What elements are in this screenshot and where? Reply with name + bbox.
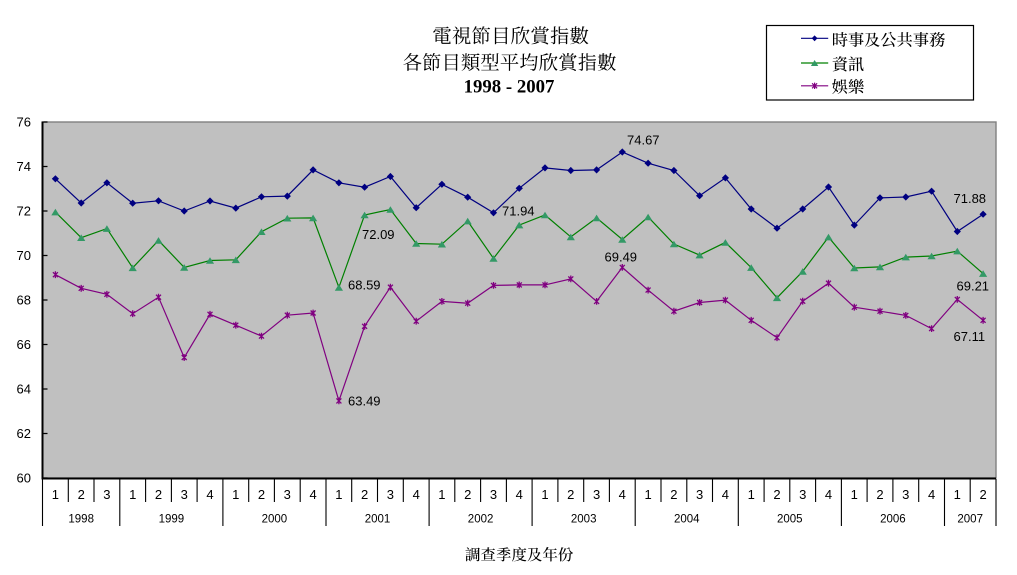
- svg-text:3: 3: [593, 487, 600, 502]
- svg-text:62: 62: [17, 426, 31, 441]
- svg-text:67.11: 67.11: [954, 329, 986, 344]
- svg-text:1: 1: [954, 487, 961, 502]
- svg-text:69.49: 69.49: [605, 250, 638, 265]
- svg-text:1: 1: [129, 487, 136, 502]
- svg-text:1999: 1999: [159, 514, 185, 526]
- svg-text:1: 1: [541, 487, 548, 502]
- svg-text:63.49: 63.49: [348, 394, 381, 409]
- svg-text:3: 3: [902, 487, 909, 502]
- svg-text:1: 1: [851, 487, 858, 502]
- svg-text:2: 2: [567, 487, 574, 502]
- svg-text:3: 3: [284, 487, 291, 502]
- svg-text:2: 2: [361, 487, 368, 502]
- svg-text:1998 - 2007: 1998 - 2007: [464, 76, 555, 97]
- svg-text:72.09: 72.09: [362, 227, 395, 242]
- svg-text:4: 4: [413, 487, 420, 502]
- svg-text:1: 1: [748, 487, 755, 502]
- svg-text:4: 4: [825, 487, 832, 502]
- svg-text:4: 4: [516, 487, 523, 502]
- svg-text:68: 68: [17, 292, 31, 307]
- svg-text:2004: 2004: [674, 514, 700, 526]
- svg-text:60: 60: [17, 470, 31, 485]
- svg-text:2: 2: [670, 487, 677, 502]
- svg-text:68.59: 68.59: [348, 278, 381, 293]
- svg-text:3: 3: [799, 487, 806, 502]
- svg-text:2: 2: [464, 487, 471, 502]
- svg-text:4: 4: [309, 487, 316, 502]
- svg-text:2003: 2003: [571, 514, 597, 526]
- svg-text:2005: 2005: [777, 514, 803, 526]
- svg-text:74: 74: [17, 159, 31, 174]
- svg-text:4: 4: [206, 487, 213, 502]
- svg-text:3: 3: [387, 487, 394, 502]
- svg-text:2: 2: [979, 487, 986, 502]
- svg-text:3: 3: [696, 487, 703, 502]
- svg-text:4: 4: [722, 487, 729, 502]
- svg-text:2: 2: [155, 487, 162, 502]
- svg-text:72: 72: [17, 203, 31, 218]
- svg-text:2: 2: [258, 487, 265, 502]
- svg-text:2001: 2001: [365, 514, 391, 526]
- svg-text:76: 76: [17, 114, 31, 129]
- svg-text:71.94: 71.94: [502, 204, 535, 219]
- svg-text:3: 3: [181, 487, 188, 502]
- svg-text:3: 3: [490, 487, 497, 502]
- svg-text:1998: 1998: [68, 514, 94, 526]
- svg-text:2007: 2007: [957, 514, 983, 526]
- svg-text:64: 64: [17, 381, 31, 396]
- svg-text:1: 1: [644, 487, 651, 502]
- svg-text:2: 2: [773, 487, 780, 502]
- svg-text:1: 1: [232, 487, 239, 502]
- svg-text:2: 2: [78, 487, 85, 502]
- svg-text:4: 4: [928, 487, 935, 502]
- svg-text:71.88: 71.88: [954, 191, 987, 206]
- svg-text:1: 1: [438, 487, 445, 502]
- svg-text:66: 66: [17, 337, 31, 352]
- svg-text:4: 4: [619, 487, 626, 502]
- svg-text:2000: 2000: [262, 514, 288, 526]
- svg-text:2: 2: [876, 487, 883, 502]
- svg-text:1: 1: [335, 487, 342, 502]
- svg-text:3: 3: [103, 487, 110, 502]
- svg-text:2006: 2006: [880, 514, 906, 526]
- svg-text:70: 70: [17, 248, 31, 263]
- svg-text:74.67: 74.67: [627, 133, 660, 148]
- svg-text:1: 1: [52, 487, 59, 502]
- svg-text:2002: 2002: [468, 514, 494, 526]
- svg-text:69.21: 69.21: [957, 279, 990, 294]
